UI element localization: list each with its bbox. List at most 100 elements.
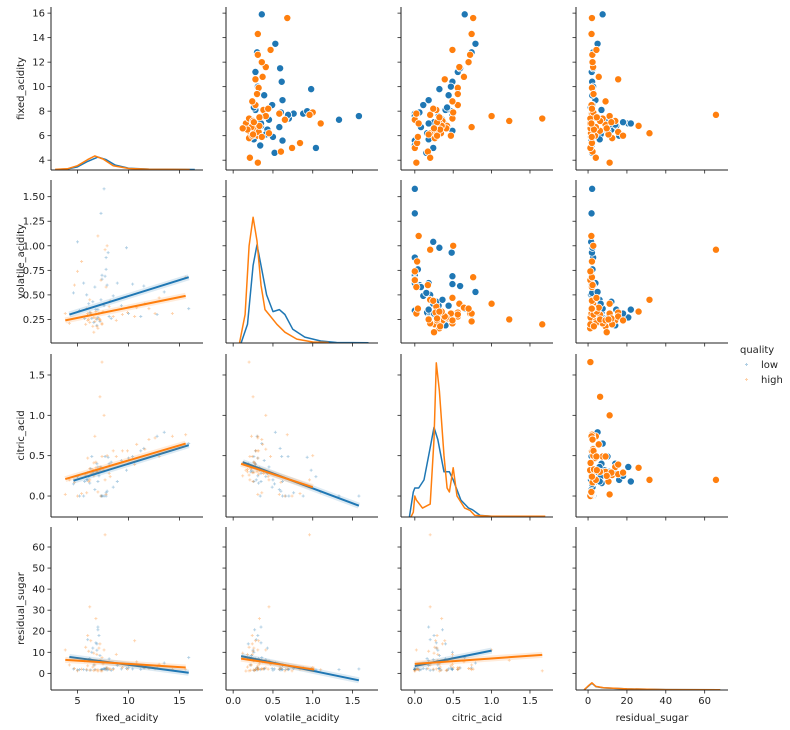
reg-scatter-point-low (162, 661, 166, 665)
y-tick-label: 0 (39, 669, 45, 680)
reg-scatter-point-low (86, 638, 90, 642)
scatter-point-low (626, 477, 635, 486)
reg-scatter-point-high (255, 449, 259, 453)
reg-scatter-point-high (126, 449, 130, 453)
reg-scatter-point-high (84, 645, 88, 649)
scatter-point-high (433, 314, 442, 323)
scatter-point-high (587, 472, 596, 481)
scatter-point-low (619, 118, 628, 127)
reg-scatter-point-high (260, 491, 264, 495)
reg-scatter-point-low (78, 668, 82, 672)
reg-scatter-point-low (85, 293, 89, 297)
scatter-point-high (605, 490, 614, 499)
reg-scatter-point-high (85, 491, 89, 495)
reg-scatter-point-low (99, 211, 103, 215)
reg-scatter-point-low (456, 667, 460, 671)
reg-scatter-point-low (305, 455, 309, 459)
plot-area (413, 533, 544, 673)
reg-scatter-point-low (131, 282, 135, 286)
scatter-point-high (429, 104, 438, 113)
reg-scatter-point-low (90, 454, 94, 458)
reg-scatter-point-high (91, 665, 95, 669)
reg-scatter-point-high (89, 639, 93, 643)
reg-scatter-point-low (256, 474, 260, 478)
reg-scatter-point-high (264, 447, 268, 451)
reg-scatter-point-high (427, 649, 431, 653)
x-axis-label: citric_acid (452, 713, 502, 724)
reg-scatter-point-high (256, 668, 260, 672)
y-tick-label: 6 (39, 131, 45, 142)
reg-scatter-point-low (280, 667, 284, 671)
panel-citric_acid-vs-residual_sugar (572, 354, 728, 521)
x-tick-label: 0.0 (225, 696, 241, 707)
scatter-point-high (424, 130, 433, 139)
reg-scatter-point-low (106, 251, 110, 255)
reg-scatter-point-low (270, 667, 274, 671)
reg-scatter-point-low (413, 667, 417, 671)
reg-scatter-point-low (98, 319, 102, 323)
scatter-point-low (354, 112, 363, 121)
reg-scatter-point-low (254, 478, 258, 482)
reg-scatter-point-high (283, 669, 287, 673)
reg-scatter-point-low (265, 646, 269, 650)
scatter-point-high (469, 273, 478, 282)
reg-scatter-point-high (456, 667, 460, 671)
reg-scatter-point-high (279, 667, 283, 671)
reg-scatter-point-low (111, 667, 115, 671)
reg-scatter-point-low (255, 666, 259, 670)
reg-scatter-point-high (252, 646, 256, 650)
y-tick-label: 1.00 (23, 241, 45, 252)
reg-scatter-point-low (124, 246, 128, 250)
reg-scatter-point-low (281, 668, 285, 672)
reg-scatter-point-low (437, 667, 441, 671)
plot-area (410, 10, 547, 167)
scatter-point-high (586, 267, 595, 276)
reg-scatter-point-low (93, 285, 97, 289)
reg-scatter-point-low (450, 667, 454, 671)
reg-scatter-point-high (76, 669, 80, 673)
reg-scatter-point-low (91, 646, 95, 650)
reg-scatter-point-low (436, 648, 440, 652)
scatter-point-high (592, 45, 601, 54)
kde-curve-low (408, 426, 492, 517)
reg-scatter-point-high (247, 473, 251, 477)
reg-scatter-point-high (253, 669, 257, 673)
scatter-point-high (645, 475, 654, 484)
reg-scatter-point-high (87, 479, 91, 483)
reg-scatter-point-low (95, 317, 99, 321)
reg-scatter-point-low (104, 667, 108, 671)
reg-scatter-point-high (93, 434, 97, 438)
scatter-point-high (261, 112, 270, 121)
scatter-point-high (602, 124, 611, 133)
scatter-point-low (335, 115, 344, 124)
reg-scatter-point-high (507, 658, 511, 662)
reg-scatter-point-high (283, 494, 287, 498)
reg-scatter-point-low (85, 478, 89, 482)
reg-scatter-point-low (286, 454, 290, 458)
reg-scatter-point-low (252, 650, 256, 654)
reg-scatter-point-high (414, 667, 418, 671)
reg-scatter-point-low (253, 667, 257, 671)
scatter-point-high (316, 119, 325, 128)
reg-scatter-point-low (260, 656, 264, 660)
kde-curve-high (583, 682, 721, 690)
reg-scatter-point-low (131, 667, 135, 671)
reg-scatter-point-low (115, 663, 119, 667)
panel-volatile_acidity-vs-residual_sugar (572, 180, 728, 347)
reg-scatter-point-high (279, 480, 283, 484)
plot-area (238, 10, 363, 167)
x-axis-label: fixed_acidity (96, 713, 159, 724)
reg-scatter-point-high (414, 648, 418, 652)
scatter-point-high (448, 316, 457, 325)
reg-scatter-point-high (105, 454, 109, 458)
reg-scatter-point-low (427, 663, 431, 667)
reg-scatter-point-high (86, 633, 90, 637)
reg-scatter-point-high (99, 494, 103, 498)
reg-scatter-point-high (267, 605, 271, 609)
reg-scatter-point-low (278, 446, 282, 450)
reg-scatter-point-high (92, 651, 96, 655)
scatter-point-high (430, 328, 439, 337)
reg-scatter-point-high (108, 667, 112, 671)
y-tick-label: 16 (32, 9, 45, 20)
reg-scatter-point-high (247, 645, 251, 649)
